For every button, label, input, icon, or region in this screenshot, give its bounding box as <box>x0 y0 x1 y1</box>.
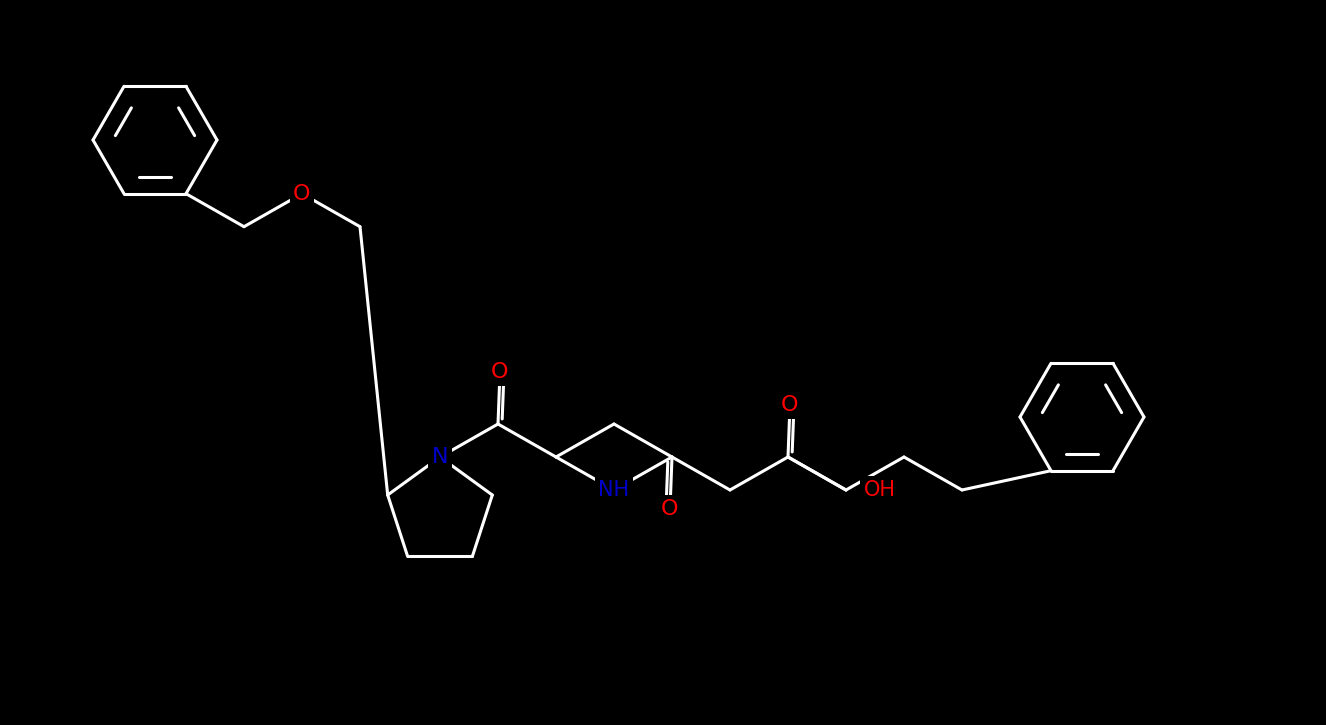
Text: O: O <box>662 499 679 519</box>
Text: O: O <box>781 395 798 415</box>
Text: NH: NH <box>598 480 630 500</box>
Text: OH: OH <box>865 480 896 500</box>
Text: N: N <box>432 447 448 467</box>
Text: O: O <box>491 362 509 382</box>
Text: O: O <box>293 183 310 204</box>
